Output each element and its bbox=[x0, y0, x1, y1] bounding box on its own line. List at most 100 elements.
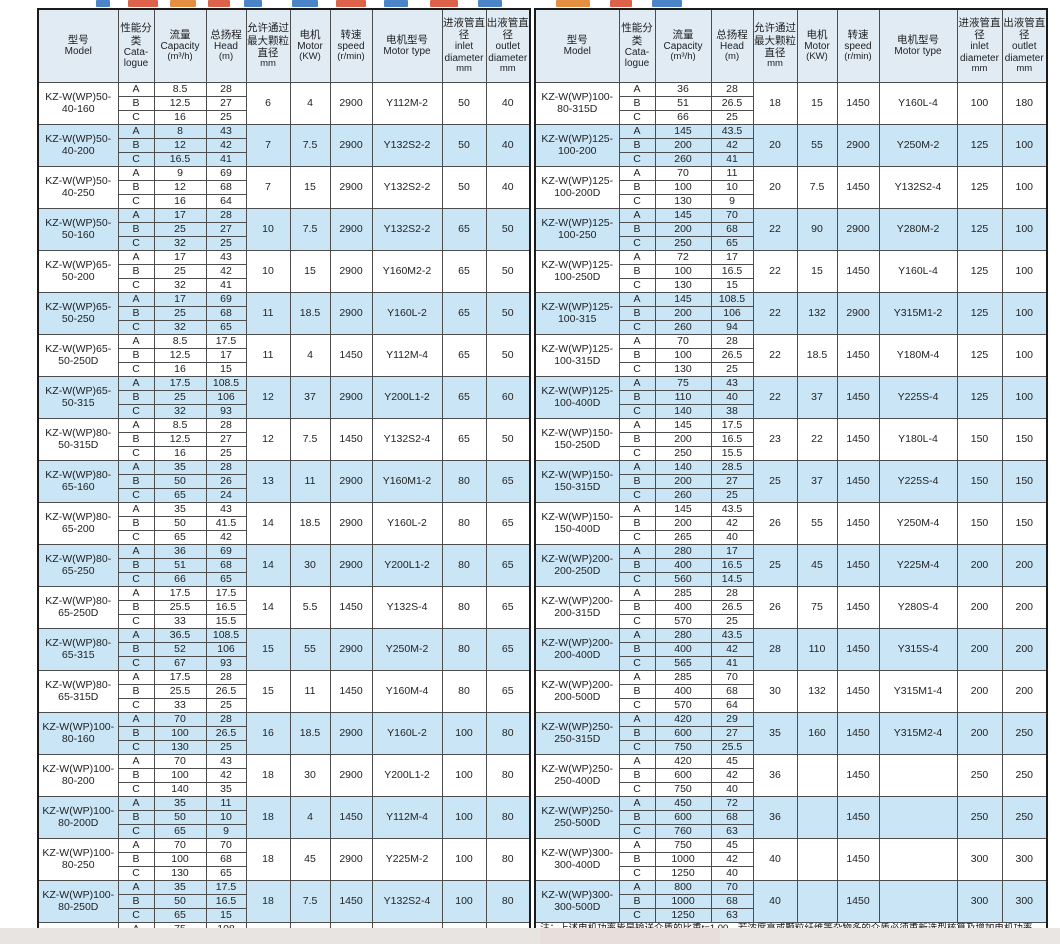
sub-row: C 260 41 bbox=[535, 152, 1047, 167]
model-cell: KZ-W(WP)125-100-315 bbox=[534, 292, 620, 335]
speed-cell: 1450 bbox=[836, 712, 880, 755]
particle-cell: 40 bbox=[752, 880, 798, 923]
model-cell: KZ-W(WP)100-80-160 bbox=[37, 712, 119, 755]
outlet-cell: 40 bbox=[485, 124, 531, 167]
capacity-cell: 66 bbox=[654, 110, 712, 125]
head-cell: 28 bbox=[205, 712, 247, 727]
sub-row: KZ-W(WP)125-100-200 A 145 43.5 20 55 2900 Y250M… bbox=[534, 124, 1048, 167]
grade-cell: C bbox=[117, 908, 155, 923]
grade-cell: B bbox=[117, 726, 155, 741]
model-cell: KZ-W(WP)50-40-250 bbox=[37, 166, 119, 209]
particle-cell: 15 bbox=[245, 670, 291, 713]
grade-cell: C bbox=[618, 194, 656, 209]
motor-kw-cell: 15 bbox=[289, 166, 331, 209]
head-cell: 42 bbox=[205, 530, 247, 545]
capacity-cell: 32 bbox=[153, 320, 207, 335]
capacity-cell: 1250 bbox=[654, 908, 712, 923]
header-zh: 电机 bbox=[806, 28, 828, 41]
grade-cell: C bbox=[117, 194, 155, 209]
head-cell: 17 bbox=[205, 348, 247, 363]
motor-kw-cell: 132 bbox=[796, 292, 838, 335]
model-row-group: KZ-W(WP)80-65-315 A 36.5 108.5 15 55 2900 Y250M… bbox=[37, 628, 531, 671]
sub-row: KZ-W(WP)150-150-400D A 145 43.5 26 55 1450 Y250… bbox=[534, 502, 1048, 545]
grade-cell: B bbox=[618, 390, 656, 405]
inlet-cell: 125 bbox=[956, 250, 1003, 293]
capacity-cell: 8.5 bbox=[153, 82, 207, 97]
header-zh: 性能分类 bbox=[621, 22, 653, 47]
sub-row: C 16 25 bbox=[38, 110, 530, 125]
column-header: 电机 Motor (KW) bbox=[796, 8, 838, 83]
header-en: inlet diameter bbox=[960, 41, 999, 64]
capacity-cell: 65 bbox=[153, 824, 207, 839]
grade-cell: A bbox=[618, 124, 656, 139]
grade-cell: C bbox=[618, 278, 656, 293]
sub-row: C 250 65 bbox=[535, 236, 1047, 251]
model-cell: KZ-W(WP)80-50-315D bbox=[37, 418, 119, 461]
head-cell: 94 bbox=[710, 320, 754, 335]
capacity-cell: 12.5 bbox=[153, 432, 207, 447]
grade-cell: B bbox=[117, 96, 155, 111]
grade-cell: A bbox=[618, 334, 656, 349]
head-cell: 28 bbox=[205, 82, 247, 97]
capacity-cell: 110 bbox=[654, 390, 712, 405]
header-en: Capacity bbox=[160, 40, 200, 52]
inlet-cell: 200 bbox=[956, 586, 1003, 629]
grade-cell: B bbox=[618, 768, 656, 783]
grade-cell: C bbox=[117, 110, 155, 125]
motor-type-cell: Y160L-4 bbox=[878, 250, 958, 293]
motor-kw-cell: 7.5 bbox=[289, 880, 331, 923]
capacity-cell: 17.5 bbox=[153, 586, 207, 601]
head-cell: 26.5 bbox=[710, 348, 754, 363]
particle-cell: 6 bbox=[245, 82, 291, 125]
sub-row: C 570 25 bbox=[535, 614, 1047, 629]
capacity-cell: 70 bbox=[153, 754, 207, 769]
grade-cell: C bbox=[117, 866, 155, 881]
sub-row: C 760 63 bbox=[535, 824, 1047, 839]
capacity-cell: 17.5 bbox=[153, 670, 207, 685]
capacity-cell: 50 bbox=[153, 810, 207, 825]
capacity-cell: 8.5 bbox=[153, 334, 207, 349]
model-cell: KZ-W(WP)250-250-500D bbox=[534, 796, 620, 839]
header-unit: mm bbox=[499, 63, 516, 75]
head-cell: 41 bbox=[205, 152, 247, 167]
grade-cell: A bbox=[117, 838, 155, 853]
model-row-group: KZ-W(WP)100-80-200D A 35 11 18 4 1450 Y112M-4 10… bbox=[37, 796, 531, 839]
grade-cell: A bbox=[117, 376, 155, 391]
sub-row: KZ-W(WP)100-80-200D A 35 11 18 4 1450 Y112M-4 10… bbox=[37, 796, 531, 839]
sub-row: KZ-W(WP)80-65-200 A 35 43 14 18.5 2900 Y160L-2 8… bbox=[37, 502, 531, 545]
head-cell: 40 bbox=[710, 390, 754, 405]
motor-type-cell: Y250M-2 bbox=[878, 124, 958, 167]
head-cell: 63 bbox=[710, 908, 754, 923]
capacity-cell: 70 bbox=[153, 838, 207, 853]
grade-cell: A bbox=[618, 712, 656, 727]
speed-cell: 2900 bbox=[329, 460, 373, 503]
model-cell: KZ-W(WP)65-50-250D bbox=[37, 334, 119, 377]
grade-cell: C bbox=[618, 866, 656, 881]
head-cell: 68 bbox=[205, 306, 247, 321]
particle-cell: 25 bbox=[752, 460, 798, 503]
particle-cell: 36 bbox=[752, 754, 798, 797]
column-header: 允许通过最大颗粒直径 mm bbox=[752, 8, 798, 83]
capacity-cell: 25 bbox=[153, 390, 207, 405]
head-cell: 41 bbox=[205, 278, 247, 293]
speed-cell: 1450 bbox=[836, 166, 880, 209]
grade-cell: A bbox=[618, 250, 656, 265]
grade-cell: A bbox=[618, 544, 656, 559]
head-cell: 68 bbox=[710, 810, 754, 825]
inlet-cell: 80 bbox=[441, 544, 487, 587]
model-row-group: KZ-W(WP)50-50-160 A 17 28 10 7.5 2900 Y132S2-2 6… bbox=[37, 208, 531, 251]
grade-cell: B bbox=[618, 180, 656, 195]
head-cell: 65 bbox=[205, 866, 247, 881]
header-unit: (m³/h) bbox=[670, 51, 696, 63]
outlet-cell: 100 bbox=[1001, 250, 1048, 293]
speed-cell: 1450 bbox=[836, 754, 880, 797]
head-cell: 17.5 bbox=[205, 880, 247, 895]
column-header: 型号 Model bbox=[37, 8, 119, 83]
head-cell: 26.5 bbox=[710, 96, 754, 111]
column-header: 总扬程 Head (m) bbox=[710, 8, 754, 83]
capacity-cell: 12 bbox=[153, 138, 207, 153]
grade-cell: B bbox=[618, 348, 656, 363]
sub-row: KZ-W(WP)100-80-250 A 70 70 18 45 2900 Y225M-2 10… bbox=[37, 838, 531, 881]
outlet-cell: 80 bbox=[485, 754, 531, 797]
inlet-cell: 80 bbox=[441, 502, 487, 545]
